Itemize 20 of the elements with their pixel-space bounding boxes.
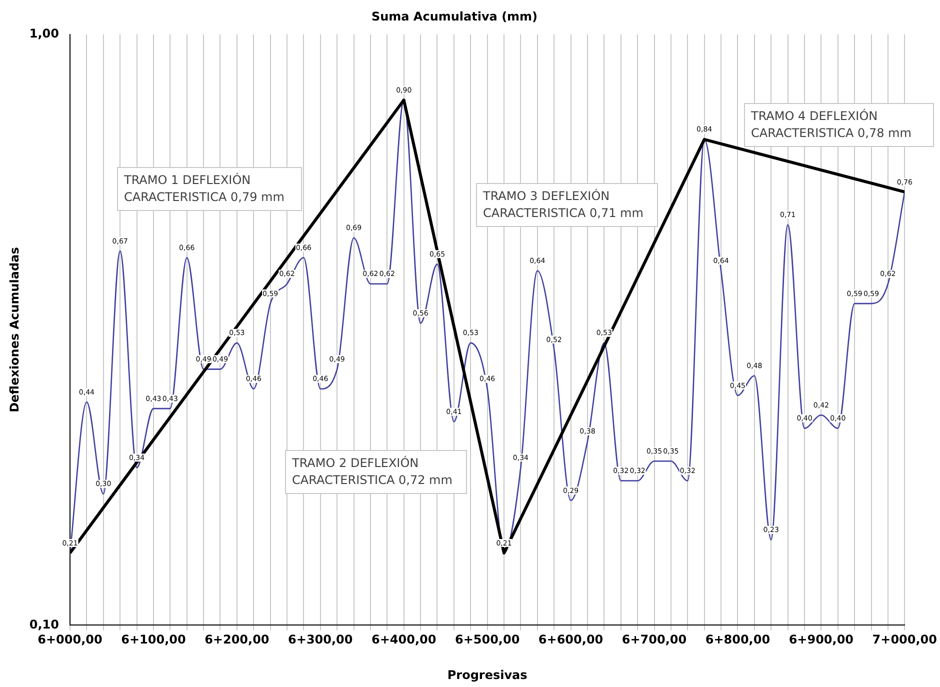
annotation: TRAMO 2 DEFLEXIÓN CARACTERISTICA 0,72 mm (285, 450, 467, 494)
x-tick-label: 6+000,00 (38, 632, 102, 647)
x-axis-title: Progresivas (447, 668, 528, 682)
x-tick-label: 6+800,00 (705, 632, 770, 647)
x-tick-label: 6+400,00 (372, 632, 436, 647)
x-tick-label: 6+100,00 (121, 632, 186, 647)
x-tick-label: 6+500,00 (454, 632, 520, 647)
annotation: TRAMO 1 DEFLEXIÓN CARACTERISTICA 0,79 mm (117, 167, 302, 211)
annotation: TRAMO 3 DEFLEXIÓN CARACTERISTICA 0,71 mm (476, 183, 658, 227)
x-tick-label: 7+000,00 (872, 632, 938, 647)
x-tick-label: 6+300,00 (288, 632, 353, 647)
x-tick-label: 6+600,00 (538, 632, 604, 647)
x-tick-label: 6+700,00 (622, 632, 687, 647)
annotation: TRAMO 4 DEFLEXIÓN CARACTERISTICA 0,78 mm (744, 103, 934, 147)
x-tick-label: 6+900,00 (788, 632, 854, 647)
y-tick-label: 1,00 (29, 26, 60, 41)
y-tick-label: 0,10 (29, 617, 60, 632)
y-axis-title: Deflexiones Acumuladas (7, 247, 22, 412)
chart-title: Suma Acumulativa (mm) (371, 9, 538, 24)
x-tick-label: 6+200,00 (204, 632, 270, 647)
